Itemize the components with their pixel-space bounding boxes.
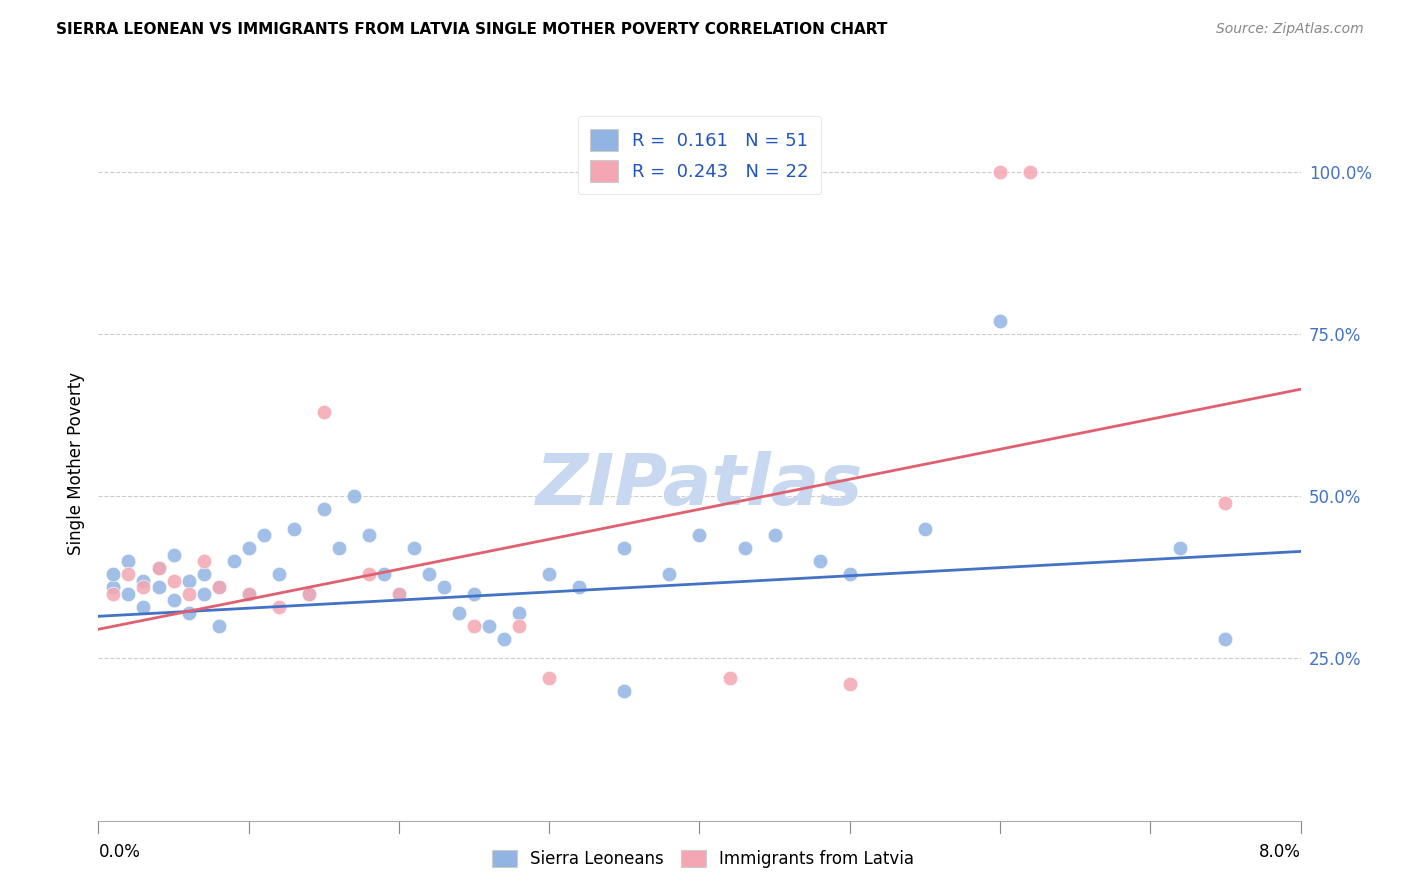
Point — [357, 567, 380, 582]
Point — [177, 606, 200, 620]
Point — [177, 574, 200, 588]
Point — [208, 619, 231, 633]
Point — [763, 528, 786, 542]
Point — [613, 684, 636, 698]
Point — [103, 580, 125, 594]
Text: Source: ZipAtlas.com: Source: ZipAtlas.com — [1216, 22, 1364, 37]
Point — [447, 606, 470, 620]
Point — [162, 548, 184, 562]
Point — [132, 574, 155, 588]
Point — [162, 593, 184, 607]
Point — [373, 567, 395, 582]
Point — [238, 586, 260, 600]
Point — [388, 586, 411, 600]
Point — [267, 567, 290, 582]
Point — [193, 554, 215, 568]
Point — [117, 554, 139, 568]
Text: SIERRA LEONEAN VS IMMIGRANTS FROM LATVIA SINGLE MOTHER POVERTY CORRELATION CHART: SIERRA LEONEAN VS IMMIGRANTS FROM LATVIA… — [56, 22, 887, 37]
Point — [494, 632, 516, 646]
Point — [253, 528, 276, 542]
Legend: R =  0.161   N = 51, R =  0.243   N = 22: R = 0.161 N = 51, R = 0.243 N = 22 — [578, 116, 821, 194]
Text: 0.0%: 0.0% — [98, 843, 141, 861]
Point — [388, 586, 411, 600]
Point — [117, 567, 139, 582]
Point — [463, 619, 485, 633]
Text: ZIPatlas: ZIPatlas — [536, 450, 863, 520]
Point — [838, 677, 860, 691]
Point — [718, 671, 741, 685]
Point — [808, 554, 831, 568]
Point — [538, 567, 561, 582]
Point — [222, 554, 245, 568]
Point — [193, 567, 215, 582]
Point — [148, 580, 170, 594]
Point — [508, 606, 530, 620]
Point — [132, 580, 155, 594]
Y-axis label: Single Mother Poverty: Single Mother Poverty — [66, 372, 84, 556]
Point — [193, 586, 215, 600]
Point — [357, 528, 380, 542]
Point — [613, 541, 636, 556]
Text: 8.0%: 8.0% — [1258, 843, 1301, 861]
Point — [132, 599, 155, 614]
Legend: Sierra Leoneans, Immigrants from Latvia: Sierra Leoneans, Immigrants from Latvia — [485, 843, 921, 875]
Point — [312, 405, 335, 419]
Point — [478, 619, 501, 633]
Point — [1215, 496, 1237, 510]
Point — [914, 522, 936, 536]
Point — [312, 502, 335, 516]
Point — [238, 586, 260, 600]
Point — [328, 541, 350, 556]
Point — [838, 567, 860, 582]
Point — [508, 619, 530, 633]
Point — [418, 567, 440, 582]
Point — [298, 586, 321, 600]
Point — [238, 541, 260, 556]
Point — [433, 580, 456, 594]
Point — [208, 580, 231, 594]
Point — [689, 528, 711, 542]
Point — [988, 165, 1011, 179]
Point — [103, 567, 125, 582]
Point — [1019, 165, 1042, 179]
Point — [343, 489, 366, 503]
Point — [658, 567, 681, 582]
Point — [1168, 541, 1191, 556]
Point — [162, 574, 184, 588]
Point — [734, 541, 756, 556]
Point — [538, 671, 561, 685]
Point — [402, 541, 425, 556]
Point — [103, 586, 125, 600]
Point — [463, 586, 485, 600]
Point — [1215, 632, 1237, 646]
Point — [568, 580, 591, 594]
Point — [117, 586, 139, 600]
Point — [283, 522, 305, 536]
Point — [298, 586, 321, 600]
Point — [208, 580, 231, 594]
Point — [988, 314, 1011, 328]
Point — [148, 560, 170, 574]
Point — [267, 599, 290, 614]
Point — [177, 586, 200, 600]
Point — [148, 560, 170, 574]
